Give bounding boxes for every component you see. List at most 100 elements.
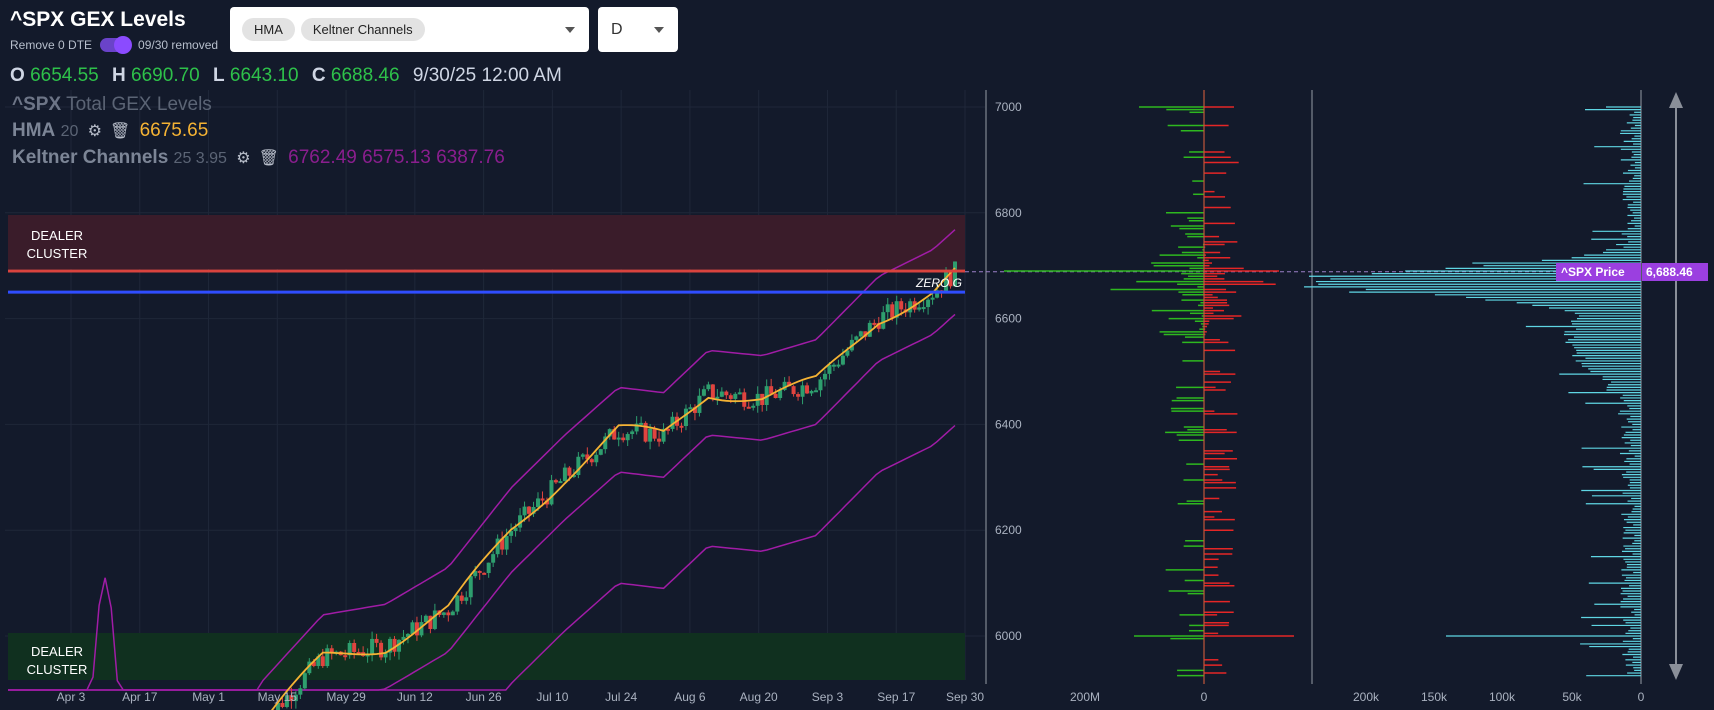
candle (818, 379, 823, 391)
candle (814, 390, 818, 393)
candle (836, 364, 841, 367)
candle (553, 480, 558, 483)
candle (616, 437, 621, 440)
candle (773, 393, 778, 399)
candle (612, 429, 617, 440)
indicator-select[interactable]: HMA Keltner Channels (230, 7, 589, 52)
candle (540, 498, 545, 501)
x-tick-label: Apr 17 (122, 690, 158, 704)
candle (468, 576, 473, 598)
gear-icon[interactable]: ⚙ (87, 123, 102, 140)
candle (347, 642, 352, 656)
x-tick-label: Jun 12 (397, 690, 433, 704)
chip-hma[interactable]: HMA (242, 18, 295, 41)
trash-icon[interactable]: 🗑 (109, 123, 131, 140)
candle (397, 639, 401, 652)
candle (630, 431, 635, 435)
low-value: 6643.10 (229, 65, 299, 86)
candle (643, 422, 648, 442)
candle (459, 595, 464, 601)
candle (482, 572, 487, 575)
candle (298, 688, 303, 695)
candle (706, 384, 711, 390)
candle (733, 393, 738, 399)
candle (948, 272, 953, 287)
scroll-down-icon[interactable] (1669, 664, 1683, 680)
candle (603, 436, 608, 450)
candle (428, 615, 433, 629)
candle (580, 454, 585, 457)
remove-0dte-toggle[interactable] (100, 36, 133, 54)
trash-icon[interactable]: 🗑 (258, 150, 279, 167)
candle (881, 312, 886, 329)
candle (275, 702, 280, 710)
candle (625, 434, 630, 441)
candle (634, 423, 639, 432)
hma-legend-label: HMA (12, 120, 56, 141)
candle (576, 456, 581, 476)
chevron-down-icon[interactable] (654, 27, 664, 33)
ohlc-readout: O 6654.55 H 6690.70 L 6643.10 C 6688.46 … (10, 65, 562, 86)
candle (446, 612, 451, 616)
candle (293, 694, 298, 702)
chevron-down-icon[interactable] (565, 27, 575, 33)
remove-0dte-label: Remove 0 DTE (10, 38, 93, 52)
y-tick-label: 6600 (995, 312, 1022, 326)
candle (751, 405, 756, 408)
candle (724, 391, 729, 396)
x-tick-label: Jul 24 (605, 690, 637, 704)
candle (509, 531, 514, 536)
candle (307, 661, 312, 674)
candle (885, 304, 890, 313)
candle (477, 570, 482, 573)
candle (715, 396, 720, 399)
scroll-up-icon[interactable] (1669, 92, 1683, 108)
candle (607, 429, 612, 437)
price-tag-label: ^SPX Price (1561, 265, 1625, 279)
candle (513, 527, 518, 532)
chip-keltner[interactable]: Keltner Channels (300, 18, 425, 41)
candle (778, 389, 783, 399)
y-tick-label: 6800 (995, 206, 1022, 220)
candle (921, 307, 926, 310)
x-tick-label: Sep 30 (946, 690, 984, 704)
high-value: 6690.70 (131, 65, 200, 86)
candle (679, 425, 684, 428)
zero-gamma-label: ZERO G (915, 276, 962, 290)
candle (782, 381, 787, 390)
page-title: ^SPX GEX Levels (10, 8, 186, 31)
x-tick-label: May 1 (192, 690, 225, 704)
dealer-top-label-2: CLUSTER (27, 246, 88, 261)
candle (827, 364, 832, 374)
kc-legend-values: 6762.49 6575.13 6387.76 (288, 147, 505, 168)
x-tick-label: Aug 6 (674, 690, 706, 704)
candle (388, 638, 393, 653)
gear-icon[interactable]: ⚙ (236, 150, 251, 167)
hma-line (270, 267, 956, 710)
candle (531, 506, 536, 514)
open-value: 6654.55 (30, 65, 99, 86)
x-tick-label: Sep 3 (812, 690, 844, 704)
candle (370, 638, 375, 655)
candle (311, 661, 316, 666)
candle (423, 615, 428, 623)
candle (589, 459, 594, 463)
price-tag-value-bg (1642, 263, 1708, 281)
x-tick-label: May 29 (326, 690, 366, 704)
candle (845, 350, 850, 356)
candle (872, 322, 877, 325)
y-tick-label: 6000 (995, 629, 1022, 643)
x-tick-label: Jul 10 (536, 690, 568, 704)
candle (666, 428, 671, 431)
candle (944, 272, 949, 292)
candle (719, 391, 724, 397)
candle (544, 500, 549, 505)
candle (379, 642, 384, 658)
timeframe-select[interactable]: D (598, 7, 678, 52)
x-tick-label: Aug 20 (740, 690, 778, 704)
candle (899, 301, 904, 310)
candle (558, 481, 563, 484)
dealer-cluster-top-zone (8, 215, 965, 269)
candle (365, 654, 370, 657)
